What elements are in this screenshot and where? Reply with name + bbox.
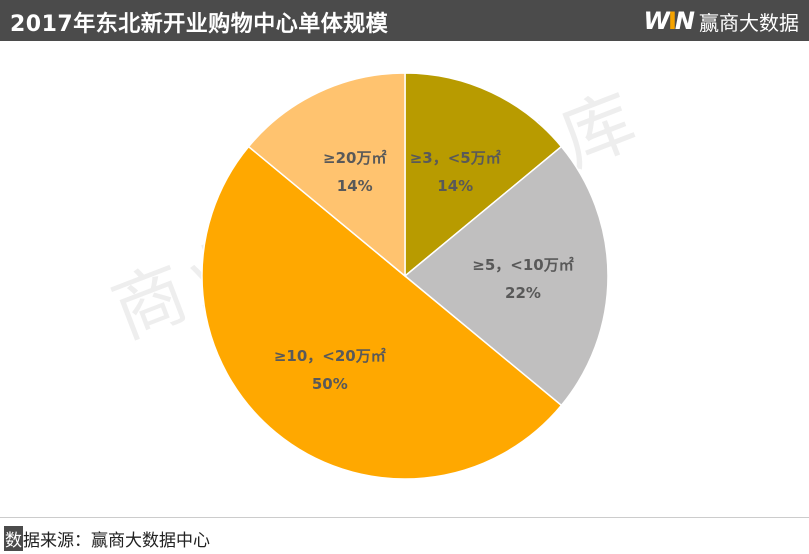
slice-label: ≥20万㎡ (323, 149, 386, 167)
slice-label: ≥3，<5万㎡ (410, 149, 501, 167)
brand-logo-icon: WIN (643, 7, 694, 35)
slice-value-label: 14% (437, 177, 473, 195)
pie-slice (247, 72, 406, 278)
pie-slice (201, 145, 563, 480)
chart-title: 2017年东北新开业购物中心单体规模 (10, 12, 389, 37)
title-bar: 2017年东北新开业购物中心单体规模 WIN 赢商大数据 (0, 0, 809, 41)
source-mark: 数 (4, 526, 23, 551)
slice-value-label: 50% (312, 375, 348, 393)
brand: WIN 赢商大数据 (643, 5, 799, 37)
slice-value-label: 14% (337, 177, 373, 195)
pie-slice (404, 72, 563, 278)
source-note: 数 据来源：赢商大数据中心 (4, 526, 210, 551)
slice-label: ≥5，<10万㎡ (472, 256, 573, 274)
pie-slice (403, 145, 609, 407)
source-text: 据来源：赢商大数据中心 (23, 531, 210, 551)
brand-name: 赢商大数据 (699, 10, 799, 35)
slice-label: ≥10，<20万㎡ (274, 347, 386, 365)
pie-chart: ≥3，<5万㎡ 14% ≥5，<10万㎡ 22% ≥10，<20万㎡ 50% ≥20万㎡ 14… (201, 72, 609, 480)
divider (0, 517, 809, 518)
slice-value-label: 22% (505, 284, 541, 302)
